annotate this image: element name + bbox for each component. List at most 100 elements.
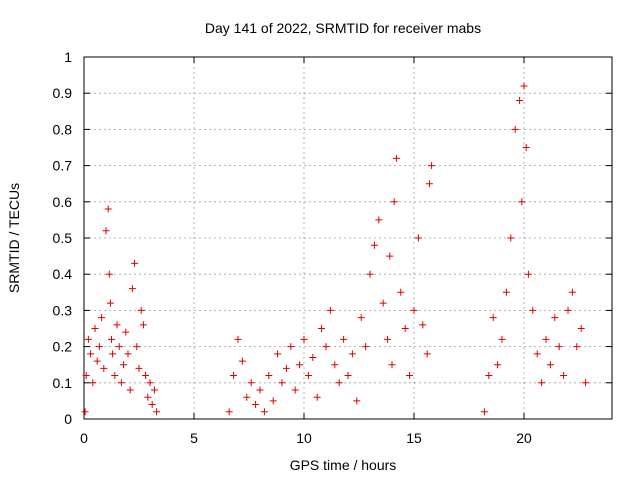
data-point bbox=[331, 361, 339, 369]
data-point bbox=[142, 372, 150, 380]
data-point bbox=[282, 364, 290, 372]
data-point bbox=[375, 216, 383, 224]
data-point bbox=[137, 306, 145, 314]
gridlines bbox=[84, 57, 612, 419]
data-point bbox=[406, 372, 414, 380]
data-point bbox=[546, 361, 554, 369]
data-point bbox=[91, 325, 99, 332]
data-point bbox=[81, 408, 89, 416]
tick-labels: 00.10.20.30.40.50.60.70.80.910 5 10 15 20 bbox=[53, 49, 532, 446]
y-tick-label: 0.2 bbox=[53, 339, 73, 355]
data-point bbox=[419, 321, 427, 329]
data-point bbox=[109, 350, 117, 358]
data-point bbox=[95, 343, 103, 351]
y-tick-label: 0.7 bbox=[53, 158, 73, 174]
data-point bbox=[529, 306, 537, 314]
data-point bbox=[386, 252, 394, 260]
y-tick-label: 0.5 bbox=[53, 230, 73, 246]
data-point bbox=[98, 314, 106, 322]
data-point bbox=[388, 361, 396, 369]
data-point bbox=[564, 306, 572, 314]
data-point bbox=[84, 335, 92, 343]
x-tick-label: 10 bbox=[296, 430, 312, 446]
data-point bbox=[507, 234, 515, 242]
data-point bbox=[518, 198, 526, 206]
data-point bbox=[348, 350, 356, 358]
data-point bbox=[256, 386, 264, 394]
data-point bbox=[122, 328, 130, 336]
data-point bbox=[560, 372, 568, 380]
data-point bbox=[335, 379, 343, 387]
x-tick-label: 0 bbox=[80, 430, 88, 446]
data-point bbox=[489, 314, 497, 322]
data-point bbox=[502, 288, 510, 296]
data-point bbox=[520, 82, 528, 90]
data-point bbox=[344, 372, 352, 380]
data-point bbox=[124, 350, 132, 358]
data-point bbox=[573, 343, 581, 351]
data-point bbox=[144, 393, 152, 401]
x-axis-label: GPS time / hours bbox=[290, 457, 397, 473]
data-point bbox=[225, 408, 233, 416]
data-point bbox=[480, 408, 488, 416]
data-point bbox=[265, 372, 273, 380]
data-point bbox=[278, 379, 286, 387]
data-point bbox=[304, 372, 312, 380]
x-tick-label: 15 bbox=[406, 430, 422, 446]
data-point bbox=[150, 386, 158, 394]
data-point bbox=[300, 335, 308, 343]
data-point bbox=[524, 270, 532, 278]
data-point bbox=[115, 343, 123, 351]
data-point bbox=[392, 154, 400, 162]
data-point bbox=[551, 314, 559, 322]
data-point bbox=[82, 372, 90, 380]
data-point bbox=[425, 180, 433, 188]
data-point bbox=[247, 379, 255, 387]
data-point bbox=[582, 379, 590, 387]
data-point bbox=[120, 361, 128, 369]
plot-frame bbox=[83, 56, 613, 420]
data-point bbox=[568, 288, 576, 296]
data-point bbox=[146, 379, 154, 387]
data-point bbox=[390, 198, 398, 206]
data-point bbox=[322, 343, 330, 351]
data-point bbox=[287, 343, 295, 351]
tick-marks bbox=[83, 56, 612, 420]
y-tick-label: 0.8 bbox=[53, 121, 73, 137]
data-point bbox=[111, 372, 119, 380]
data-point bbox=[89, 379, 97, 387]
data-point bbox=[423, 350, 431, 358]
data-point bbox=[577, 325, 585, 332]
data-point bbox=[126, 386, 134, 394]
data-point bbox=[313, 393, 321, 401]
data-point bbox=[269, 397, 277, 405]
data-point bbox=[533, 350, 541, 358]
chart-title: Day 141 of 2022, SRMTID for receiver mab… bbox=[205, 20, 481, 36]
y-tick-label: 0.6 bbox=[53, 194, 73, 210]
data-point bbox=[414, 234, 422, 242]
y-tick-label: 0.1 bbox=[53, 375, 73, 391]
data-point bbox=[410, 306, 418, 314]
data-point bbox=[252, 401, 260, 409]
data-point bbox=[291, 386, 299, 394]
data-point bbox=[384, 335, 392, 343]
data-point bbox=[131, 259, 139, 267]
y-tick-label: 0.9 bbox=[53, 85, 73, 101]
data-point bbox=[133, 343, 141, 351]
y-axis-label: SRMTID / TECUs bbox=[6, 183, 22, 293]
data-point bbox=[428, 162, 436, 170]
data-point bbox=[106, 299, 114, 307]
data-point bbox=[498, 335, 506, 343]
data-point bbox=[353, 397, 361, 405]
data-point bbox=[274, 350, 282, 358]
x-tick-label: 5 bbox=[190, 430, 198, 446]
data-point bbox=[108, 335, 115, 343]
data-point bbox=[243, 393, 251, 401]
data-point bbox=[238, 357, 246, 365]
data-point bbox=[494, 361, 502, 369]
data-point bbox=[340, 335, 348, 343]
data-point bbox=[153, 408, 161, 416]
y-tick-label: 0.3 bbox=[53, 302, 73, 318]
data-point bbox=[87, 350, 95, 358]
data-point bbox=[397, 288, 405, 296]
